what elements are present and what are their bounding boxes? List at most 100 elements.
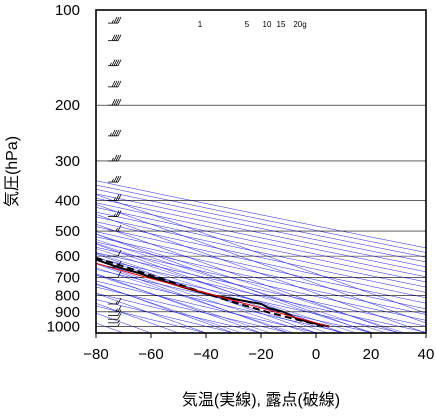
parcel-line: [96, 262, 330, 327]
y-axis-title: 気圧(hPa): [3, 136, 21, 207]
wind-barb-half-feather: [111, 178, 114, 183]
wind-barb-feather: [117, 210, 122, 217]
wind-barb: [108, 80, 122, 88]
wind-barb-feather: [115, 129, 120, 137]
wind-barb: [108, 16, 122, 24]
wind-barb-feather: [111, 34, 116, 41]
wind-barb: [108, 319, 120, 324]
mixing-ratio-label: 5: [245, 20, 250, 29]
wind-barb: [108, 154, 122, 162]
y-tick-label: 800: [55, 288, 80, 305]
wind-barb: [108, 305, 122, 313]
x-tick-label: −20: [248, 346, 273, 363]
wind-barb-half-feather: [111, 157, 114, 162]
wind-barb-feather: [115, 59, 120, 66]
wind-barb-feather: [115, 99, 120, 106]
isotherm-line: [96, 243, 344, 333]
x-tick-label: −40: [193, 346, 218, 363]
wind-barb: [108, 175, 122, 183]
isotherm-line: [96, 233, 372, 333]
wind-barb-half-feather: [115, 227, 118, 232]
wind-barb: [108, 297, 122, 305]
wind-barb-feather: [111, 99, 116, 106]
background-guide-lines: [96, 180, 426, 333]
y-tick-label: 700: [55, 269, 80, 286]
isotherm-line: [96, 303, 179, 333]
wind-barb-feather: [117, 260, 122, 268]
mixing-ratio-line: [96, 284, 242, 333]
mixing-ratio-line: [96, 262, 309, 333]
dry-adiabat-line: [96, 286, 290, 333]
wind-barb-feather: [115, 154, 120, 162]
wind-barb-feather: [117, 224, 122, 232]
y-tick-label: 300: [55, 153, 80, 170]
x-axis-title: 気温(実線), 露点(破線): [182, 391, 340, 409]
y-tick-label: 100: [55, 2, 80, 19]
mixing-ratio-label: 1: [198, 20, 203, 29]
wind-barb-feather: [113, 154, 118, 162]
wind-barb-feather: [115, 34, 120, 41]
isotherm-line: [96, 253, 317, 333]
dry-adiabat-line: [96, 274, 346, 333]
dry-adiabat-line: [96, 202, 426, 273]
dewpoint-line: [96, 256, 324, 328]
wind-barb-feather: [111, 129, 116, 137]
wind-barb-half-feather: [115, 300, 118, 305]
dry-adiabat-line: [96, 231, 426, 304]
isotherm-line: [96, 194, 426, 314]
isotherm-line: [96, 204, 426, 324]
wind-barb-feather: [115, 175, 120, 183]
wind-barb-half-feather: [115, 263, 118, 268]
wind-barb-feather: [113, 175, 118, 183]
x-tick-label: 0: [312, 346, 320, 363]
wind-barb-half-feather: [109, 62, 112, 66]
temperature-line: [96, 258, 330, 328]
dry-adiabat-line: [96, 236, 426, 310]
isotherm-line: [96, 214, 426, 333]
wind-barb-feather: [115, 80, 120, 88]
dry-adiabat-line: [96, 257, 426, 333]
isotherm-line: [96, 283, 234, 333]
wind-barbs: [108, 16, 122, 327]
dry-adiabat-line: [96, 241, 426, 315]
wind-barb-feather: [117, 154, 122, 162]
wind-barb-feather: [117, 16, 122, 24]
dry-adiabat-line: [96, 263, 402, 333]
x-tick-labels: −80 −60 −40 −20 0 20 40: [83, 346, 434, 363]
wind-barb-half-feather: [115, 308, 118, 313]
wind-barb-half-feather: [117, 323, 120, 327]
wind-barb: [108, 249, 122, 257]
wind-barb-feather: [117, 129, 122, 137]
wind-barb-feather: [111, 80, 116, 88]
wind-barb-feather: [117, 34, 122, 41]
plot-frame: [95, 9, 427, 334]
dry-adiabat-line: [96, 280, 318, 333]
mixing-ratio-line: [96, 243, 374, 333]
wind-barb-feather: [117, 297, 122, 305]
x-tick-label: 20: [363, 346, 380, 363]
dry-adiabat-line: [96, 216, 426, 288]
wind-barb: [108, 260, 122, 268]
x-tick-label: −60: [138, 346, 163, 363]
dry-adiabat-line: [96, 246, 426, 321]
mixing-ratio-line: [96, 252, 342, 333]
wind-barb: [108, 210, 122, 218]
dry-adiabat-line: [96, 193, 426, 263]
dry-adiabat-line: [96, 252, 426, 327]
wind-barb-feather: [117, 305, 122, 313]
y-tick-label: 200: [55, 97, 80, 114]
wind-barb-feather: [117, 80, 122, 88]
y-tick-label: 1000: [47, 318, 80, 335]
wind-barb: [108, 129, 122, 137]
wind-barb-feather: [117, 175, 122, 183]
mixing-ratio-line: [96, 248, 357, 333]
wind-barb-feather: [117, 59, 122, 66]
grid-lines: [95, 9, 427, 338]
wind-barb: [108, 59, 122, 67]
mixing-ratio-label: 10: [263, 20, 272, 29]
wind-barb: [108, 194, 122, 201]
isotherm-line: [96, 223, 399, 333]
dry-adiabat-line: [96, 184, 426, 253]
y-tick-label: 900: [55, 304, 80, 321]
